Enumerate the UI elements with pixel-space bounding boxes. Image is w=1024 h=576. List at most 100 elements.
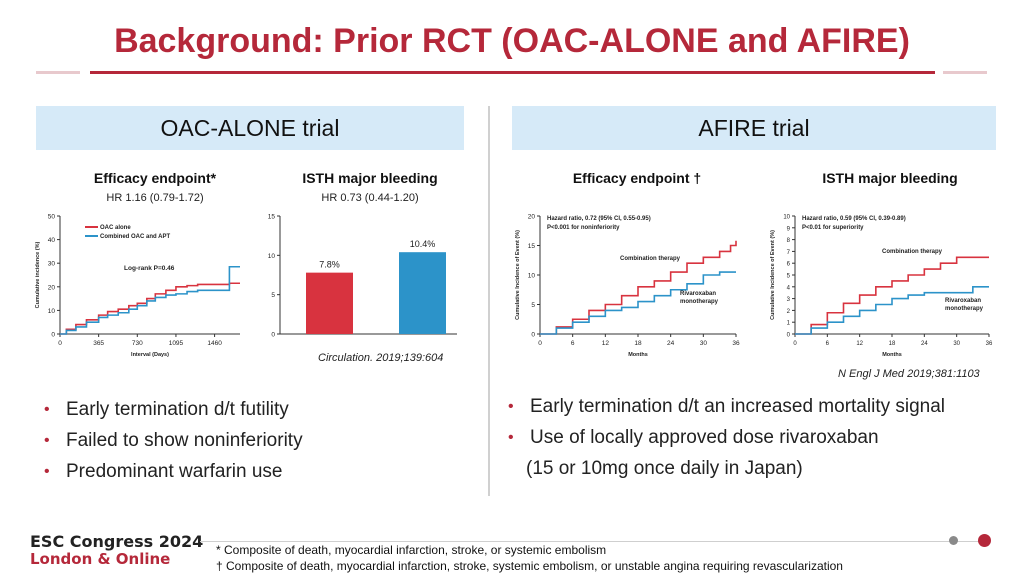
chart-annotation: Log-rank P=0.46 <box>124 265 175 272</box>
legend-label: OAC alone <box>100 225 131 231</box>
list-item: • Early termination d/t futility <box>44 394 464 425</box>
series-label: monotherapy <box>945 306 984 312</box>
bullet-text: Use of locally approved dose rivaroxaban <box>530 427 879 448</box>
y-tick-label: 40 <box>48 237 56 244</box>
x-tick-label: 36 <box>986 341 993 347</box>
series-label: Rivaroxaban <box>680 291 716 297</box>
x-tick-label: 6 <box>826 341 830 347</box>
series-line-combination <box>540 240 737 335</box>
x-tick-label: 36 <box>732 340 740 347</box>
series-line-combination <box>795 256 989 335</box>
y-tick-label: 20 <box>48 284 56 291</box>
bar-combined <box>399 252 446 334</box>
afire-citation: N Engl J Med 2019;381:1103 <box>838 368 980 380</box>
x-tick-label: 0 <box>58 340 62 347</box>
y-tick-label: 30 <box>48 261 56 268</box>
chart-annotation: P<0.01 for superiority <box>802 225 864 231</box>
congress-logo-title: ESC Congress 2024 <box>30 532 204 551</box>
list-item: • Failed to show noninferiority <box>44 425 464 456</box>
y-axis-title: Cumulative Incidence of Event (%) <box>770 230 776 320</box>
x-tick-label: 365 <box>93 340 104 347</box>
footer-dot-gray <box>949 536 958 545</box>
series-line-combined <box>60 265 240 335</box>
afire-header: AFIRE trial <box>512 106 996 150</box>
bar-data-label: 7.8% <box>319 260 340 270</box>
y-tick-label: 5 <box>531 302 535 309</box>
y-tick-label: 10 <box>48 308 56 315</box>
oac-bleeding-title: ISTH major bleeding <box>302 170 438 186</box>
x-tick-label: 730 <box>132 340 143 347</box>
footer-dot-red <box>978 534 991 547</box>
y-tick-label: 5 <box>271 292 275 299</box>
x-tick-label: 30 <box>700 340 708 347</box>
oac-bleeding-hr: HR 0.73 (0.44-1.20) <box>321 192 419 204</box>
bullet-icon: • <box>508 429 514 446</box>
y-tick-label: 3 <box>787 297 791 303</box>
oac-efficacy-hr: HR 1.16 (0.79-1.72) <box>106 192 204 204</box>
bullet-icon: • <box>44 401 50 418</box>
afire-bleeding-title: ISTH major bleeding <box>822 170 958 186</box>
bullet-continuation: (15 or 10mg once daily in Japan) <box>526 458 803 479</box>
title-rule-left <box>36 71 80 74</box>
bullet-icon: • <box>508 398 514 415</box>
y-tick-label: 0 <box>271 332 275 339</box>
x-tick-label: 12 <box>602 340 610 347</box>
y-tick-label: 2 <box>787 309 791 315</box>
y-tick-label: 5 <box>787 274 791 280</box>
footnote-efficacy-oac: * Composite of death, myocardial infarct… <box>216 543 607 557</box>
y-tick-label: 10 <box>783 215 790 221</box>
x-tick-label: 1460 <box>207 340 222 347</box>
y-tick-label: 10 <box>528 273 536 280</box>
footer-rule <box>200 541 980 542</box>
x-tick-label: 18 <box>889 341 896 347</box>
y-tick-label: 9 <box>787 226 791 232</box>
series-label: Rivaroxaban <box>945 298 981 304</box>
y-axis-title: Cumulative incidence (%) <box>35 242 41 309</box>
y-axis-title: Cumulative Incidence of Event (%) <box>515 230 521 320</box>
y-tick-label: 0 <box>787 333 791 339</box>
series-label: Combination therapy <box>882 249 943 255</box>
x-tick-label: 12 <box>856 341 863 347</box>
chart-annotation: Hazard ratio, 0.72 (95% CI, 0.55-0.95) <box>547 216 651 222</box>
chart-annotation: P<0.001 for noninferiority <box>547 225 620 231</box>
y-tick-label: 0 <box>531 332 535 339</box>
oac-alone-header: OAC-ALONE trial <box>36 106 464 150</box>
congress-logo-location: London & Online <box>30 550 171 568</box>
bullet-icon: • <box>44 432 50 449</box>
bullet-text: Failed to show noninferiority <box>66 430 303 451</box>
bar-data-label: 10.4% <box>410 239 436 249</box>
oac-efficacy-chart: 0 10 20 30 40 50 0 365 730 1095 1460 Interval (Days… <box>35 214 240 358</box>
series-line-rivaroxaban <box>540 271 736 335</box>
x-axis-title: Interval (Days) <box>131 352 169 358</box>
x-tick-label: 0 <box>793 341 797 347</box>
x-tick-label: 1095 <box>169 340 184 347</box>
x-tick-label: 30 <box>953 341 960 347</box>
series-label: Combination therapy <box>620 256 681 262</box>
afire-efficacy-title: Efficacy endpoint † <box>572 170 702 186</box>
bullet-text: Predominant warfarin use <box>66 461 283 482</box>
chart-annotation: Hazard ratio, 0.59 (95% CI, 0.39-0.89) <box>802 216 906 222</box>
list-item: • Use of locally approved dose rivaroxaba… <box>508 422 1008 453</box>
y-tick-label: 1 <box>787 321 791 327</box>
legend-label: Combined OAC and APT <box>100 234 170 240</box>
y-tick-label: 4 <box>787 285 791 291</box>
title-rule <box>90 71 935 74</box>
x-tick-label: 6 <box>571 340 575 347</box>
oac-citation: Circulation. 2019;139:604 <box>318 352 444 364</box>
bar-oac-alone <box>306 272 353 334</box>
afire-efficacy-chart: 0 5 10 15 20 0 6 12 18 24 30 36 Months Cumulative Inc… <box>515 214 740 359</box>
x-tick-label: 0 <box>538 340 542 347</box>
y-tick-label: 20 <box>528 214 536 221</box>
title-rule-right <box>943 71 987 74</box>
y-tick-label: 50 <box>48 214 56 221</box>
bullet-text: Early termination d/t futility <box>66 399 289 420</box>
panel-divider <box>488 106 490 496</box>
x-tick-label: 18 <box>634 340 642 347</box>
bullet-text: Early termination d/t an increased morta… <box>530 396 946 417</box>
y-tick-label: 15 <box>528 243 536 250</box>
y-tick-label: 7 <box>787 250 791 256</box>
y-tick-label: 8 <box>787 238 791 244</box>
series-line-rivaroxaban <box>795 286 989 335</box>
y-tick-label: 6 <box>787 262 791 268</box>
